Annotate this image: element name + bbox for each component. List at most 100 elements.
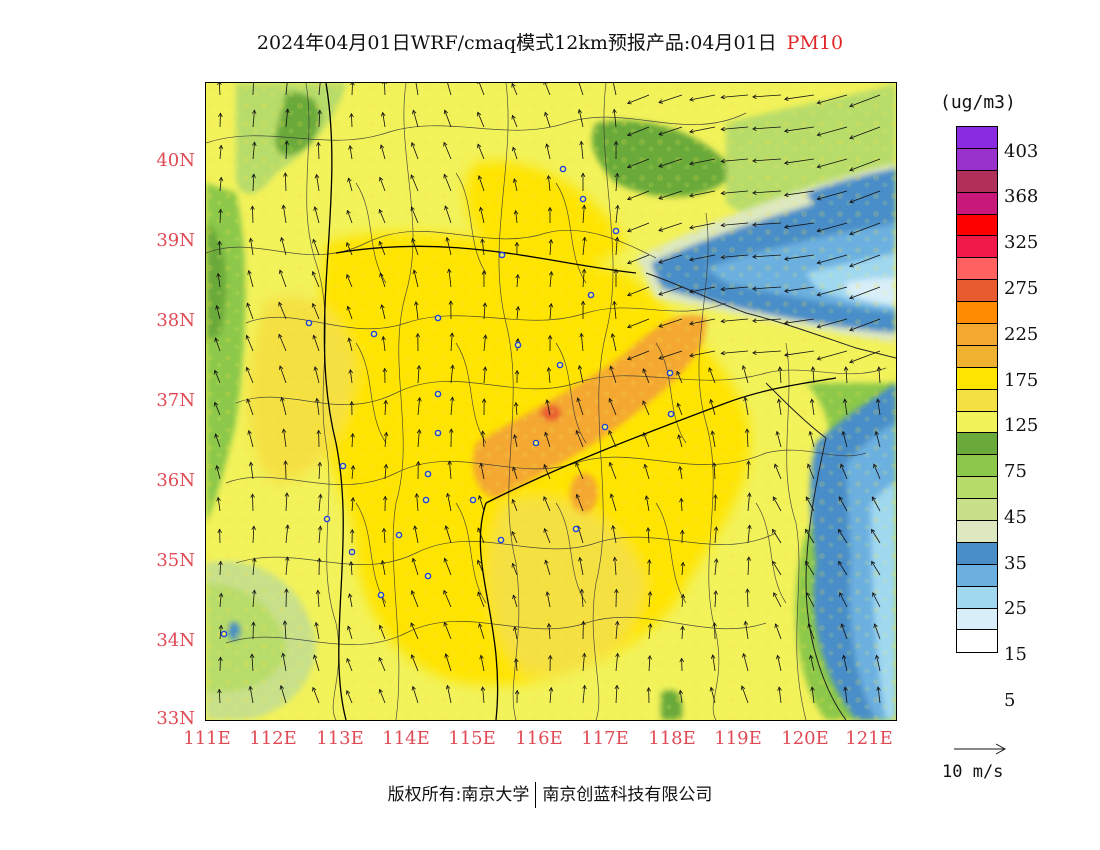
wind-arrow [817,254,848,264]
wind-arrowhead [279,365,284,371]
wind-arrow [483,303,486,320]
wind-arrowhead [250,493,255,498]
wind-arrowhead [415,332,421,338]
wind-arrow [316,398,320,416]
wind-arrowhead [249,653,255,658]
wind-arrowhead [349,400,355,406]
wind-arrow [871,496,881,512]
wind-arrow [872,592,881,608]
wind-arrowhead [411,557,417,563]
wind-arrowhead [548,302,554,308]
wind-arrow [516,306,519,320]
wind-arrowhead [710,654,716,659]
wind-arrowhead [613,268,619,274]
wind-arrowhead [680,529,685,535]
wind-arrow [416,493,419,512]
wind-arrowhead [849,103,854,108]
wind-arrow [446,237,452,256]
wind-arrowhead [647,590,653,596]
wind-arrowhead [315,397,320,403]
wind-arrowhead [689,353,694,358]
wind-arrow [346,274,353,288]
lon-label-111: 111E [183,728,231,749]
wind-arrow [445,525,452,544]
wind-arrow [710,399,716,416]
wind-arrowhead [614,172,620,178]
wind-arrowhead [646,686,651,692]
wind-arrowhead [581,620,586,626]
wind-arrow [449,461,452,480]
wind-arrowhead [816,196,822,201]
wind-arrowhead [382,367,388,373]
wind-arrow [313,654,320,672]
wind-arrow [714,590,717,608]
wind-arrow [412,110,419,128]
wind-arrow [219,177,222,192]
wind-arrowhead [658,355,663,360]
wind-arrow [775,623,782,640]
wind-arrow [608,430,617,448]
wind-arrowhead [514,241,520,247]
wind-arrowhead [346,273,351,279]
wind-arrowhead [218,144,224,150]
wind-arrow [838,529,848,544]
wind-arrow [809,431,815,448]
wind-arrowhead [626,292,632,297]
wind-arrowhead [312,334,317,340]
wind-arrowhead [849,199,854,204]
wind-arrowhead [346,209,351,215]
legend-swatch [957,586,997,609]
wind-arrow [658,222,683,231]
legend-swatch [957,389,997,412]
wind-arrowhead [218,176,224,182]
wind-arrowhead [411,685,416,691]
wind-arrow [481,239,485,256]
wind-arrowhead [577,364,583,370]
copyright-separator [535,782,537,808]
wind-arrowhead [626,132,632,137]
wind-arrow [627,158,650,168]
wind-arrow [478,623,485,640]
wind-arrow [627,286,650,296]
wind-arrowhead [215,464,220,470]
wind-arrowhead [871,528,876,534]
wind-arrow [714,494,716,512]
wind-arrow [784,190,815,196]
wind-arrow [346,690,353,704]
wind-arrowhead [642,400,647,406]
wind-arrow [514,434,518,448]
wind-arrow [689,94,716,101]
wind-arrow [689,158,716,165]
wind-arrowhead [720,94,726,100]
city-marker [424,572,432,580]
wind-arrowhead [611,524,616,530]
wind-arrow [817,222,848,232]
wind-arrowhead [445,236,450,242]
wind-arrowhead [481,398,487,403]
wind-arrow [512,147,518,160]
legend-swatch [957,127,997,149]
wind-arrow [318,462,321,480]
wind-arrow [350,561,353,576]
wind-arrow [447,685,452,704]
wind-arrow [248,430,254,448]
wind-arrowhead [678,689,684,695]
wind-arrowhead [350,464,356,470]
wind-arrowhead [252,557,257,563]
wind-arrowhead [546,174,551,180]
wind-arrowhead [849,231,854,236]
wind-arrow [877,399,881,416]
wind-arrow [384,400,387,416]
wind-arrow [477,560,485,576]
wind-arrow [384,464,387,480]
wind-arrow [348,178,353,192]
wind-arrowhead [514,657,519,663]
wind-arrowhead [642,368,647,373]
wind-arrow [849,286,881,299]
wind-arrowhead [280,236,285,242]
wind-arrows [213,83,882,704]
wind-arrow [710,687,716,704]
wind-arrow [247,398,254,416]
wind-arrowhead [773,592,778,597]
legend-label-225: 225 [1004,324,1039,345]
